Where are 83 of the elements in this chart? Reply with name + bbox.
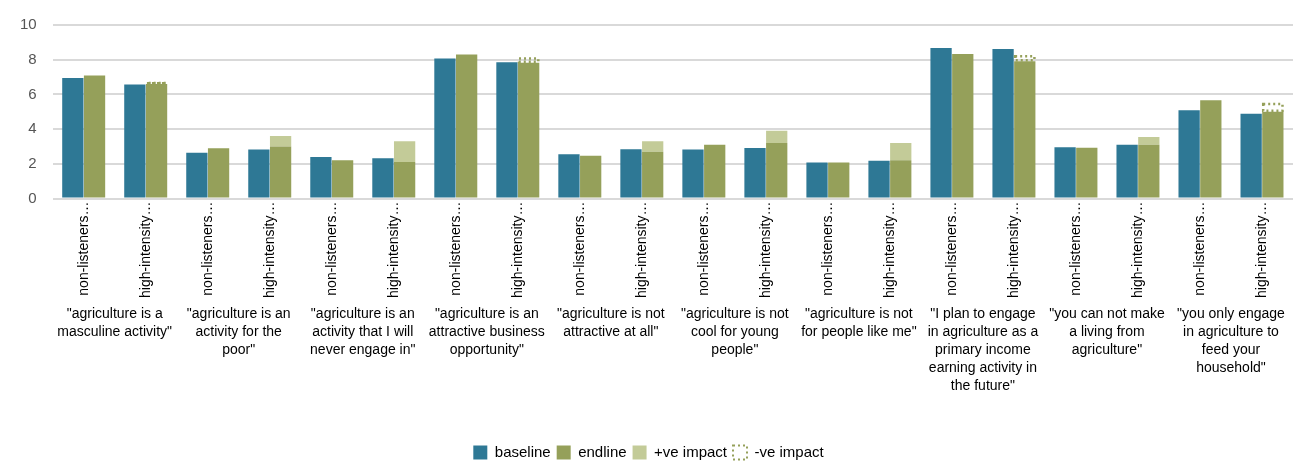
bar bbox=[868, 160, 890, 198]
legend-label: +ve impact bbox=[654, 442, 728, 460]
bar bbox=[682, 149, 704, 198]
bar bbox=[269, 146, 292, 198]
bar bbox=[1054, 147, 1076, 198]
bar bbox=[642, 141, 664, 152]
text: "agriculture is not for people like me" bbox=[801, 304, 917, 339]
bar bbox=[558, 154, 580, 198]
y-tick-label: 2 bbox=[28, 153, 37, 171]
text: "agriculture is an attractive business opportunity" bbox=[428, 304, 545, 357]
bar bbox=[704, 144, 726, 198]
bar bbox=[580, 155, 602, 198]
x-tick-label: non-listeners… bbox=[322, 201, 339, 296]
text: "you only engage in agriculture to feed your household" bbox=[1177, 304, 1286, 375]
bar bbox=[434, 58, 456, 198]
bar bbox=[248, 149, 270, 198]
x-tick-label: non-listeners… bbox=[570, 201, 587, 296]
x-tick-label: non-listeners… bbox=[694, 201, 711, 296]
x-tick-label: high-intensity… bbox=[260, 201, 277, 299]
bar bbox=[124, 84, 146, 198]
bar bbox=[620, 149, 642, 198]
bar bbox=[207, 148, 230, 198]
x-tick-label: high-intensity… bbox=[1128, 201, 1145, 299]
bar bbox=[83, 75, 106, 198]
text: "agriculture is an activity for the poor" bbox=[186, 304, 291, 357]
bar bbox=[393, 162, 416, 198]
bar bbox=[393, 141, 416, 163]
x-tick-label: non-listeners… bbox=[1190, 201, 1207, 296]
bar bbox=[62, 77, 84, 198]
bar bbox=[269, 136, 292, 147]
text: "agriculture is not cool for young people" bbox=[681, 304, 789, 357]
bar bbox=[766, 130, 788, 143]
bar bbox=[1138, 136, 1160, 145]
bar bbox=[1240, 113, 1262, 198]
x-tick-label: high-intensity… bbox=[384, 201, 401, 299]
legend-label: baseline bbox=[494, 442, 551, 460]
bar bbox=[372, 158, 394, 198]
x-tick-label: high-intensity… bbox=[880, 201, 897, 299]
bar bbox=[890, 160, 912, 198]
x-tick-label: non-listeners… bbox=[446, 201, 463, 296]
y-tick-label: 0 bbox=[28, 188, 37, 206]
bar bbox=[186, 152, 208, 198]
x-tick-label: high-intensity… bbox=[508, 201, 525, 299]
text: "agriculture is not attractive at all" bbox=[556, 304, 665, 339]
bar bbox=[310, 157, 332, 198]
bar bbox=[930, 47, 952, 198]
bar bbox=[1138, 144, 1160, 198]
bar bbox=[952, 53, 974, 198]
bar bbox=[744, 148, 766, 198]
bar bbox=[1200, 100, 1222, 198]
bar bbox=[456, 54, 478, 198]
x-tick-label: high-intensity… bbox=[632, 201, 649, 299]
bar bbox=[1076, 147, 1098, 198]
y-tick-label: 10 bbox=[20, 15, 37, 33]
text: "you can not make a living from agriculture" bbox=[1049, 304, 1165, 357]
bar bbox=[1116, 144, 1138, 198]
x-tick-label: high-intensity… bbox=[136, 201, 153, 299]
x-tick-label: high-intensity… bbox=[1004, 201, 1021, 299]
x-tick-label: non-listeners… bbox=[74, 201, 91, 296]
text: "agriculture is a masculine activity" bbox=[57, 304, 173, 339]
y-tick-label: 8 bbox=[28, 49, 37, 67]
bar bbox=[992, 48, 1014, 198]
bar bbox=[642, 151, 664, 198]
bar bbox=[766, 142, 788, 198]
bar bbox=[331, 160, 354, 198]
x-tick-label: high-intensity… bbox=[1252, 201, 1269, 299]
x-tick-label: non-listeners… bbox=[942, 201, 959, 296]
legend-label: -ve impact bbox=[754, 442, 825, 460]
x-tick-label: non-listeners… bbox=[1066, 201, 1083, 296]
bar bbox=[1178, 110, 1200, 198]
bar bbox=[806, 162, 828, 198]
x-tick-label: non-listeners… bbox=[818, 201, 835, 296]
y-tick-label: 6 bbox=[28, 84, 37, 102]
legend-label: endline bbox=[578, 442, 627, 460]
bar bbox=[828, 162, 850, 198]
y-tick-label: 4 bbox=[28, 119, 37, 137]
text: "agriculture is an activity that I will never engage in" bbox=[310, 304, 416, 357]
x-tick-label: non-listeners… bbox=[198, 201, 215, 296]
x-tick-label: high-intensity… bbox=[756, 201, 773, 299]
text: "I plan to engage in agriculture as a primary income earning activity in the future" bbox=[927, 304, 1039, 393]
bar bbox=[145, 83, 168, 198]
bar bbox=[496, 62, 518, 198]
bar bbox=[890, 142, 912, 161]
